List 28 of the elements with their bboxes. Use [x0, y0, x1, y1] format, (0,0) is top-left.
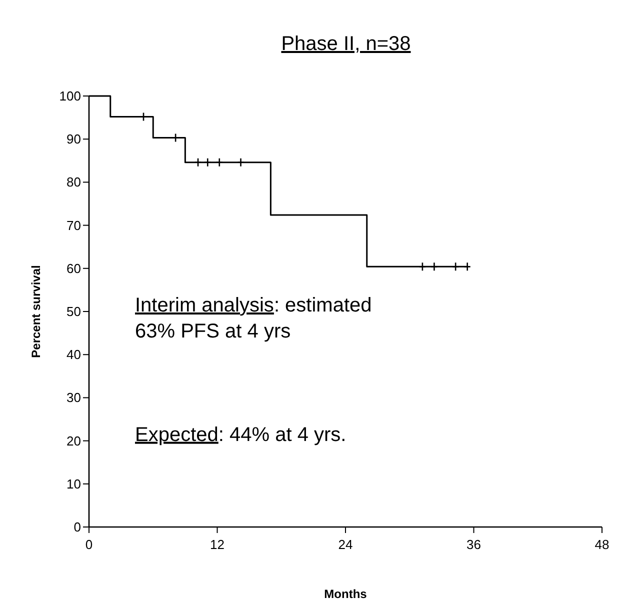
annotation: Interim analysis: estimated 63% PFS at 4 yrs — [135, 294, 372, 342]
y-tick-label: 60 — [66, 260, 81, 276]
x-tick-label: 48 — [594, 537, 610, 552]
annotation: Expected: 44% at 4 yrs. — [135, 424, 346, 446]
y-tick-label: 80 — [66, 174, 81, 190]
y-tick-label: 50 — [66, 304, 81, 319]
point — [430, 262, 438, 272]
x-tick-label: 0 — [85, 537, 93, 552]
y-tick-label: 0 — [74, 520, 81, 534]
y-tick-label: 70 — [66, 218, 81, 233]
point — [216, 158, 224, 168]
y-tick-label: 10 — [66, 476, 81, 492]
point — [452, 262, 460, 272]
x-tick-label: 12 — [210, 537, 224, 552]
point — [194, 158, 202, 168]
x-axis-title: Months — [324, 587, 368, 601]
y-tick-label: 100 — [59, 88, 81, 104]
y-tick-label: 20 — [66, 433, 81, 448]
point — [204, 158, 212, 168]
point — [237, 158, 244, 168]
point — [418, 262, 426, 272]
chart-title: Phase II, n=38 — [281, 33, 411, 55]
y-tick-label: 40 — [66, 347, 81, 362]
y-axis-title: Percent survival — [29, 265, 43, 358]
x-tick-label: 36 — [466, 537, 481, 552]
y-tick-label: 90 — [66, 132, 81, 147]
y-tick-label: 30 — [66, 390, 81, 406]
x-tick-label: 24 — [338, 537, 353, 552]
